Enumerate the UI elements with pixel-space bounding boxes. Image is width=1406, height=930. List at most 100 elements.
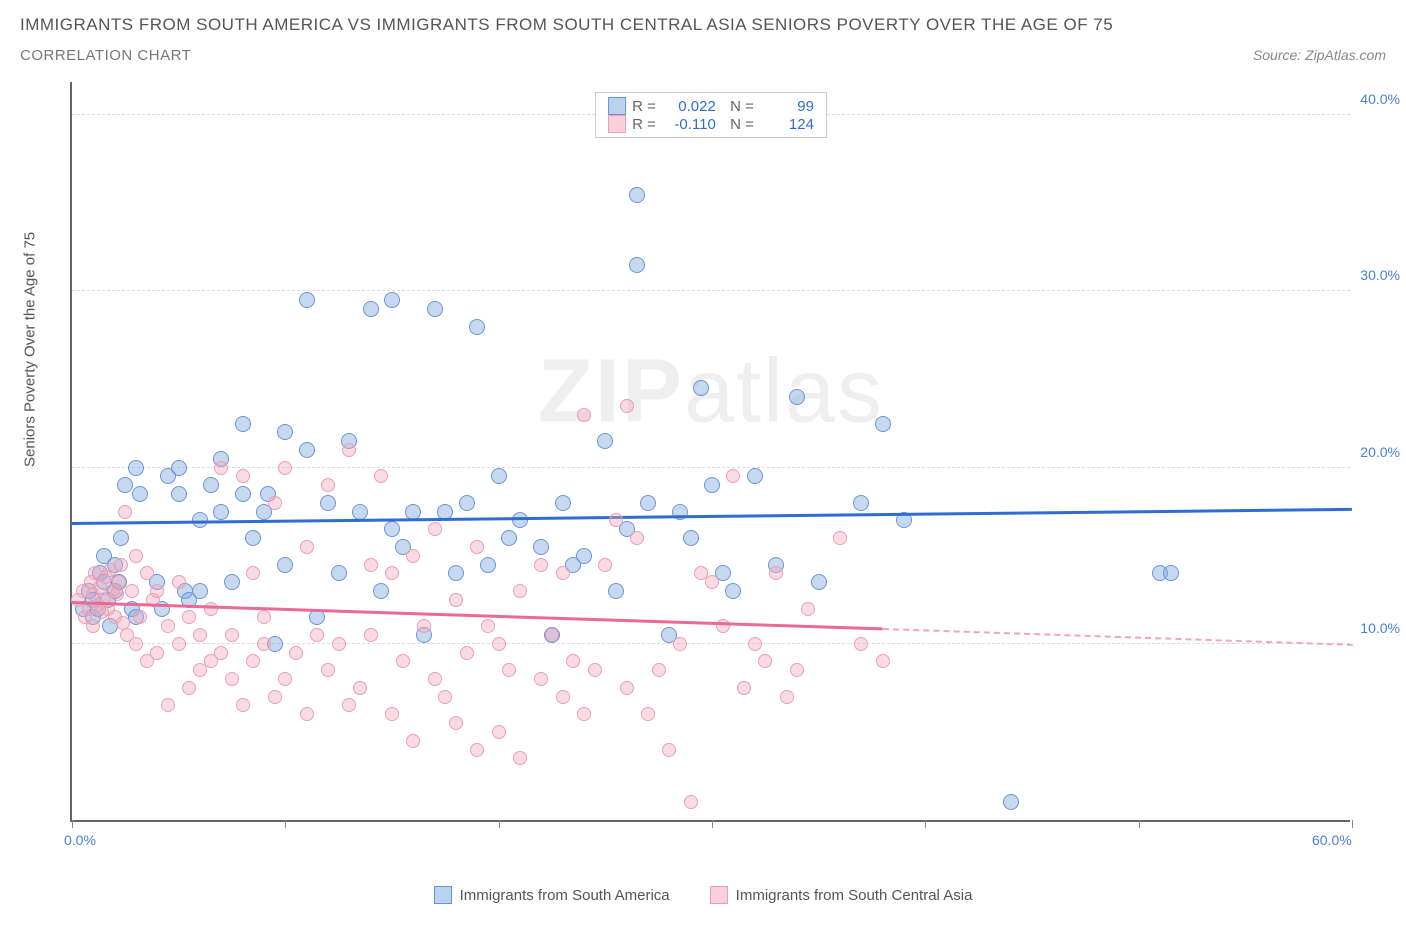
data-point [662, 743, 676, 757]
data-point [384, 292, 400, 308]
legend-bottom: Immigrants from South America Immigrants… [20, 886, 1386, 904]
data-point [448, 565, 464, 581]
data-point [132, 486, 148, 502]
data-point [246, 566, 260, 580]
data-point [245, 530, 261, 546]
legend-stats: R =0.022 N =99 R =-0.110 N =124 [595, 92, 827, 138]
data-point [113, 530, 129, 546]
data-point [225, 628, 239, 642]
chart-subtitle: CORRELATION CHART [20, 47, 191, 64]
data-point [459, 495, 475, 511]
data-point [364, 628, 378, 642]
y-tick-label: 30.0% [1355, 267, 1400, 283]
data-point [854, 637, 868, 651]
data-point [748, 637, 762, 651]
data-point [577, 408, 591, 422]
data-point [438, 690, 452, 704]
x-tick-label: 60.0% [1312, 832, 1352, 848]
data-point [758, 654, 772, 668]
data-point [192, 583, 208, 599]
data-point [833, 531, 847, 545]
data-point [417, 619, 431, 633]
data-point [172, 637, 186, 651]
data-point [460, 646, 474, 660]
data-point [204, 602, 218, 616]
data-point [129, 637, 143, 651]
data-point [470, 743, 484, 757]
source-credit: Source: ZipAtlas.com [1253, 47, 1386, 63]
x-tick [1352, 820, 1353, 828]
data-point [502, 663, 516, 677]
data-point [427, 301, 443, 317]
legend-stats-row-pink: R =-0.110 N =124 [608, 115, 814, 133]
data-point [299, 442, 315, 458]
correlation-chart: Seniors Poverty Over the Age of 75 ZIPat… [20, 72, 1386, 862]
data-point [320, 495, 336, 511]
plot-area: ZIPatlas R =0.022 N =99 R =-0.110 N =124… [70, 82, 1350, 822]
data-point [428, 672, 442, 686]
data-point [449, 593, 463, 607]
data-point [193, 628, 207, 642]
data-point [125, 584, 139, 598]
data-point [533, 539, 549, 555]
data-point [140, 566, 154, 580]
gridline [72, 290, 1350, 291]
data-point [629, 257, 645, 273]
legend-square-blue-icon [608, 97, 626, 115]
data-point [491, 468, 507, 484]
data-point [501, 530, 517, 546]
data-point [875, 416, 891, 432]
data-point [117, 477, 133, 493]
data-point [342, 698, 356, 712]
data-point [630, 531, 644, 545]
data-point [246, 654, 260, 668]
data-point [353, 681, 367, 695]
legend-square-pink-icon [710, 886, 728, 904]
data-point [112, 575, 126, 589]
data-point [811, 574, 827, 590]
data-point [203, 477, 219, 493]
data-point [213, 504, 229, 520]
y-tick-label: 40.0% [1355, 91, 1400, 107]
data-point [673, 637, 687, 651]
data-point [161, 698, 175, 712]
x-tick [499, 820, 500, 828]
data-point [150, 584, 164, 598]
data-point [725, 583, 741, 599]
y-tick-label: 20.0% [1355, 444, 1400, 460]
data-point [310, 628, 324, 642]
data-point [469, 319, 485, 335]
data-point [556, 566, 570, 580]
data-point [321, 478, 335, 492]
data-point [235, 416, 251, 432]
data-point [225, 672, 239, 686]
data-point [257, 610, 271, 624]
data-point [588, 663, 602, 677]
data-point [608, 583, 624, 599]
data-point [373, 583, 389, 599]
data-point [300, 707, 314, 721]
data-point [534, 558, 548, 572]
data-point [566, 654, 580, 668]
data-point [683, 530, 699, 546]
data-point [364, 558, 378, 572]
data-point [224, 574, 240, 590]
data-point [396, 654, 410, 668]
data-point [598, 558, 612, 572]
x-tick [712, 820, 713, 828]
data-point [299, 292, 315, 308]
data-point [182, 610, 196, 624]
data-point [609, 513, 623, 527]
data-point [277, 424, 293, 440]
data-point [747, 468, 763, 484]
x-tick-label: 0.0% [64, 832, 96, 848]
data-point [214, 461, 228, 475]
data-point [737, 681, 751, 695]
data-point [300, 540, 314, 554]
data-point [1163, 565, 1179, 581]
data-point [110, 587, 124, 601]
chart-title: IMMIGRANTS FROM SOUTH AMERICA VS IMMIGRA… [20, 15, 1386, 35]
data-point [114, 558, 128, 572]
data-point [257, 637, 271, 651]
data-point [876, 654, 890, 668]
